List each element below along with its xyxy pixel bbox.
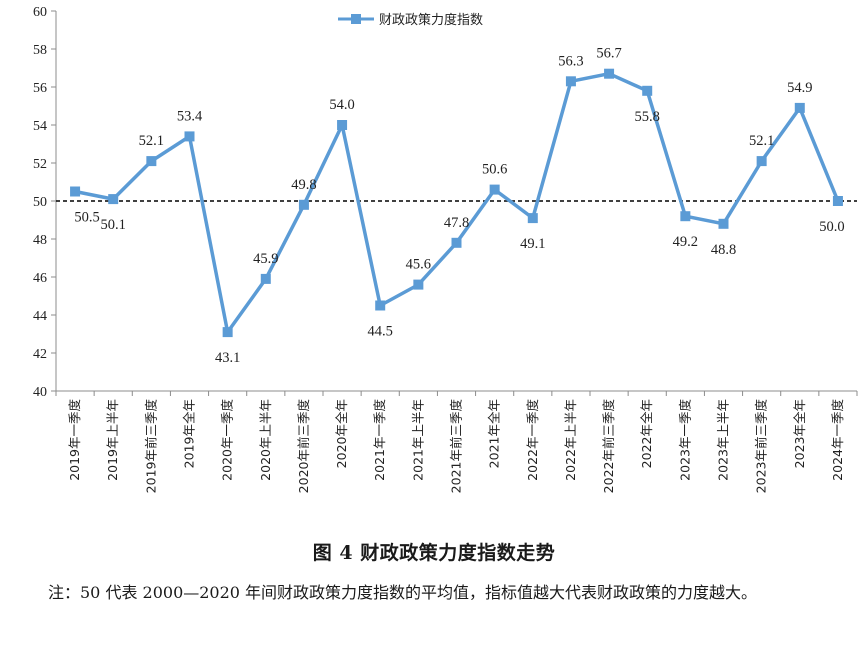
- legend-label: 财政政策力度指数: [379, 12, 483, 28]
- x-tick-label: 2022年前三季度: [601, 399, 616, 494]
- data-label: 47.8: [444, 215, 469, 231]
- x-tick-label: 2022年上半年: [563, 399, 578, 481]
- series-line: [70, 68, 843, 338]
- x-tick-label: 2023年上半年: [716, 399, 731, 481]
- data-label: 54.0: [329, 97, 354, 113]
- data-label: 50.0: [819, 219, 844, 235]
- data-point-marker: [375, 300, 386, 311]
- data-point-marker: [718, 218, 729, 229]
- data-label: 50.5: [74, 210, 99, 226]
- x-tick-label: 2020年一季度: [220, 399, 235, 481]
- data-point-marker: [756, 156, 767, 167]
- data-point-marker: [184, 131, 195, 142]
- data-point-marker: [222, 327, 233, 338]
- data-point-marker: [260, 273, 271, 284]
- x-tick-label: 2019年一季度: [67, 399, 82, 481]
- data-point-marker: [413, 279, 424, 290]
- data-label: 52.1: [139, 133, 164, 149]
- x-tick-label: 2020年前三季度: [296, 399, 311, 494]
- legend-marker-swatch: [351, 14, 361, 24]
- line-chart: 财政政策力度指数 40 42 44 46 48 50 52 54 56 58 60 2019年一季度 2…: [33, 5, 858, 494]
- data-label: 49.1: [520, 236, 545, 252]
- x-tick-label: 2023年前三季度: [754, 399, 769, 494]
- y-tick-label: 54: [33, 119, 47, 134]
- data-point-marker: [565, 76, 576, 87]
- y-tick-label: 50: [33, 195, 47, 210]
- data-label: 43.1: [215, 350, 240, 366]
- figure-caption: 图 4 财政政策力度指数走势: [312, 542, 556, 564]
- x-tick-label: 2019年上半年: [105, 399, 120, 481]
- x-tick-label: 2021年上半年: [410, 399, 425, 481]
- data-label: 56.3: [558, 53, 583, 69]
- data-label: 45.9: [253, 251, 278, 267]
- y-tick-label: 58: [33, 43, 47, 58]
- x-tick-label: 2021年一季度: [372, 399, 387, 481]
- x-tick-label: 2019年全年: [182, 399, 197, 468]
- data-label: 49.2: [673, 234, 698, 250]
- legend: 财政政策力度指数: [338, 12, 483, 28]
- x-tick-label: 2023年一季度: [677, 399, 692, 481]
- data-point-marker: [298, 199, 309, 210]
- data-point-marker: [337, 120, 348, 130]
- data-label: 48.8: [711, 242, 736, 258]
- x-tick-label: 2019年前三季度: [143, 399, 158, 494]
- data-label: 44.5: [368, 324, 393, 340]
- data-label: 56.7: [596, 46, 621, 62]
- axes: 40 42 44 46 48 50 52 54 56 58 60 2019年一季度 2019年上半年 20…: [33, 5, 858, 494]
- data-point-marker: [146, 156, 157, 167]
- figure-note: 注：50 代表 2000—2020 年间财政政策力度指数的平均值，指标值越大代表…: [48, 583, 758, 602]
- data-label: 49.8: [291, 177, 316, 193]
- x-tick-label: 2022年一季度: [525, 399, 540, 481]
- data-label: 45.6: [406, 257, 431, 273]
- data-label: 50.6: [482, 162, 507, 178]
- x-tick-label: 2021年全年: [487, 399, 502, 468]
- data-point-marker: [642, 85, 653, 96]
- data-point-marker: [108, 194, 119, 205]
- data-point-marker: [604, 68, 615, 79]
- data-label: 53.4: [177, 108, 203, 124]
- data-point-marker: [527, 213, 538, 224]
- data-label: 54.9: [787, 80, 812, 96]
- data-point-marker: [70, 186, 81, 197]
- data-point-marker: [489, 184, 500, 195]
- data-point-marker: [680, 211, 691, 222]
- data-label: 50.1: [101, 217, 126, 233]
- data-point-marker: [794, 102, 805, 113]
- data-label: 55.8: [635, 109, 660, 125]
- x-tick-label: 2020年上半年: [258, 399, 273, 481]
- x-tick-label: 2020年全年: [334, 399, 349, 468]
- y-tick-label: 48: [33, 233, 47, 248]
- data-point-marker: [451, 237, 462, 248]
- x-tick-label: 2021年前三季度: [449, 399, 464, 494]
- data-point-marker: [832, 196, 843, 206]
- y-tick-label: 56: [33, 81, 47, 96]
- y-tick-label: 40: [33, 385, 47, 400]
- y-tick-label: 52: [33, 157, 47, 172]
- x-tick-label: 2023年全年: [792, 399, 807, 468]
- y-tick-label: 44: [33, 309, 47, 324]
- y-tick-label: 42: [33, 347, 47, 362]
- data-labels: 50.5 50.1 52.1 53.4 43.1 45.9 49.8 54.0 44.5 45.6…: [74, 46, 844, 366]
- y-tick-label: 60: [33, 5, 47, 20]
- y-tick-label: 46: [33, 271, 47, 286]
- data-label: 52.1: [749, 133, 774, 149]
- x-tick-label: 2022年全年: [639, 399, 654, 468]
- x-tick-label: 2024年一季度: [830, 399, 845, 481]
